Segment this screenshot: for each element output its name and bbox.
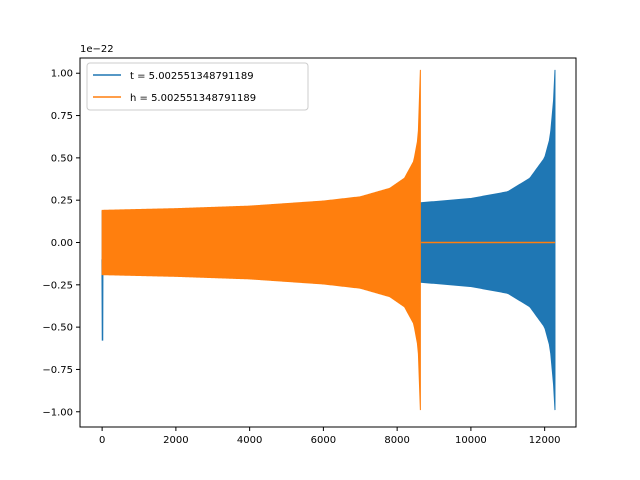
y-tick-label: −1.00 xyxy=(42,407,73,418)
y-tick-label: 1.00 xyxy=(51,69,73,80)
legend-box xyxy=(86,62,309,111)
plot-area xyxy=(101,69,556,411)
y-tick-label: 0.50 xyxy=(51,153,73,164)
y-tick-label: −0.75 xyxy=(42,365,73,376)
legend-label: h = 5.002551348791189 xyxy=(130,93,256,104)
series-1-oscillation xyxy=(101,69,421,411)
x-tick-label: 8000 xyxy=(384,435,409,446)
legend: t = 5.002551348791189 h = 5.0025513487911… xyxy=(86,62,309,111)
x-axis: 0 2000 4000 6000 8000 10000 12000 xyxy=(99,427,561,446)
y-tick-label: −0.25 xyxy=(42,280,73,291)
legend-label: t = 5.002551348791189 xyxy=(130,71,254,82)
y-axis: −1.00 −0.75 −0.50 −0.25 0.00 0.25 0.50 0.75 1.00 xyxy=(42,69,80,418)
x-tick-label: 0 xyxy=(99,435,105,446)
y-tick-label: 0.00 xyxy=(51,238,73,249)
axis-offset-label: 1e−22 xyxy=(80,44,114,55)
x-tick-label: 6000 xyxy=(311,435,336,446)
series-1 xyxy=(101,69,555,411)
y-tick-label: −0.50 xyxy=(42,323,73,334)
y-tick-label: 0.75 xyxy=(51,111,73,122)
x-tick-label: 12000 xyxy=(529,435,561,446)
y-tick-label: 0.25 xyxy=(51,196,73,207)
x-tick-label: 4000 xyxy=(237,435,262,446)
x-tick-label: 10000 xyxy=(455,435,487,446)
x-tick-label: 2000 xyxy=(163,435,188,446)
